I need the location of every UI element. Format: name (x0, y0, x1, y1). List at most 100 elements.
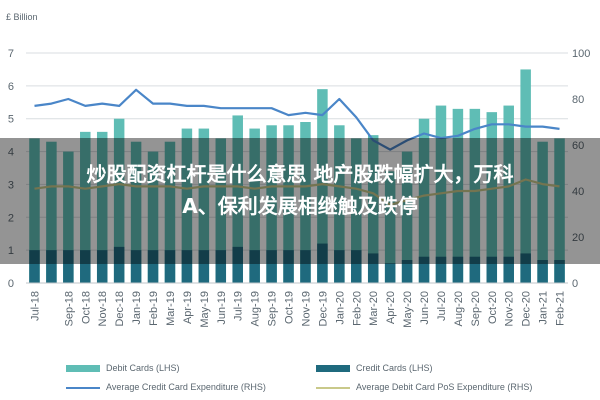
bar-credit (435, 256, 447, 283)
bar-credit (46, 250, 57, 283)
bar-debit (486, 112, 498, 284)
x-tick-label: Jan-20 (334, 291, 346, 325)
bar-debit (469, 108, 481, 283)
bar-debit (367, 135, 379, 283)
bar-credit (452, 256, 464, 283)
x-tick-label: Nov-18 (97, 291, 109, 326)
y-right-tick-label: 100 (572, 48, 590, 60)
x-tick-label: Feb-20 (351, 291, 363, 326)
bar-debit (46, 141, 57, 283)
bar-debit (418, 118, 430, 283)
x-tick-label: Jul-20 (436, 291, 448, 321)
x-tick-label: Jun-20 (419, 291, 431, 325)
bar-credit (537, 260, 548, 283)
bar-credit (469, 256, 481, 283)
bar-debit (198, 128, 210, 283)
bar-credit (554, 260, 565, 283)
bar-debit (300, 122, 311, 283)
bar-debit (520, 69, 531, 283)
x-tick-label: Sep-19 (267, 291, 279, 326)
bar-credit (401, 260, 413, 283)
bar-debit (537, 141, 548, 283)
legend-item-avg-debit: Average Debit Card PoS Expenditure (RHS) (316, 382, 532, 392)
x-tick-label: Mar-19 (165, 291, 177, 326)
bar-credit (367, 253, 379, 283)
x-tick-label: Dec-18 (114, 291, 126, 326)
y-left-tick-label: 2 (8, 212, 14, 224)
bar-credit (317, 243, 328, 283)
x-tick-label: Jul-18 (30, 291, 42, 321)
bar-credit (29, 250, 40, 283)
x-tick-label: May-19 (199, 291, 211, 328)
bar-credit (503, 256, 514, 283)
x-tick-label: Sep-18 (63, 291, 75, 326)
y-left-tick-label: 3 (8, 179, 14, 191)
bar-credit (232, 246, 243, 283)
x-tick-label: Jun-19 (216, 291, 228, 325)
y-right-tick-label: 20 (572, 232, 584, 244)
y-right-tick-label: 40 (572, 186, 584, 198)
bar-debit (401, 151, 413, 283)
bar-debit (96, 131, 108, 283)
legend-label-avg-debit: Average Debit Card PoS Expenditure (RHS) (356, 382, 533, 392)
bar-debit (351, 138, 362, 283)
y-right-tick-label: 60 (572, 140, 584, 152)
bar-credit (300, 250, 311, 283)
bar-credit (334, 250, 345, 283)
x-tick-label: Nov-20 (504, 291, 516, 326)
bar-credit (266, 250, 277, 283)
bar-credit (351, 250, 362, 283)
bar-debit (215, 138, 227, 283)
bar-credit (418, 256, 430, 283)
bar-credit (520, 253, 531, 283)
y-left-tick-label: 1 (8, 245, 14, 257)
y-left-tick-label: 5 (8, 114, 14, 126)
legend-swatch-avg-debit (316, 386, 350, 389)
bar-debit (283, 125, 294, 284)
x-tick-label: Feb-21 (555, 291, 567, 326)
legend-swatch-debit (66, 365, 100, 373)
bar-debit (80, 131, 91, 283)
bar-credit (63, 250, 74, 283)
x-tick-label: Apr-20 (385, 291, 397, 324)
x-tick-label: Oct-20 (487, 291, 499, 324)
bar-credit (249, 250, 260, 283)
y-left-unit-label: £ Billion (6, 12, 38, 22)
y-left-tick-label: 4 (8, 147, 14, 159)
x-tick-label: Apr-19 (182, 291, 194, 324)
y-left-tick-label: 7 (8, 48, 14, 60)
bar-debit (503, 105, 514, 283)
x-tick-label: Jul-19 (233, 291, 245, 321)
y-left-tick-label: 0 (8, 278, 14, 290)
overlay-headline-line1: 炒股配资杠杆是什么意思 地产股跌幅扩大，万科 (86, 162, 514, 186)
bar-credit (147, 250, 159, 283)
x-tick-label: Dec-20 (521, 291, 533, 326)
bar-debit (164, 141, 176, 283)
bar-credit (198, 250, 210, 283)
bar-debit (181, 128, 193, 283)
legend-label-debit: Debit Cards (LHS) (106, 363, 180, 373)
legend-item-debit: Debit Cards (LHS) (66, 363, 180, 373)
bar-credit (113, 246, 125, 283)
y-left-tick-label: 6 (8, 81, 14, 93)
x-tick-label: Nov-19 (301, 291, 313, 326)
bar-debit (29, 138, 40, 283)
bar-credit (96, 250, 108, 283)
x-tick-label: Dec-19 (317, 291, 329, 326)
bar-credit (80, 250, 91, 283)
x-tick-label: Aug-20 (453, 291, 465, 326)
overlay-headline[interactable]: 炒股配资杠杆是什么意思 地产股跌幅扩大，万科 A、保利发展相继触及跌停 (10, 158, 590, 222)
bar-credit (130, 250, 142, 283)
bar-credit (164, 250, 176, 283)
bar-debit (384, 171, 396, 283)
bar-debit (334, 125, 345, 284)
legend-swatch-avg-credit (66, 386, 100, 389)
x-tick-label: Oct-19 (284, 291, 296, 324)
bar-debit (63, 151, 74, 283)
bar-credit (181, 250, 193, 283)
bar-debit (452, 108, 464, 283)
bar-credit (486, 256, 498, 283)
x-tick-label: Mar-20 (368, 291, 380, 326)
x-tick-label: May-20 (402, 291, 414, 328)
